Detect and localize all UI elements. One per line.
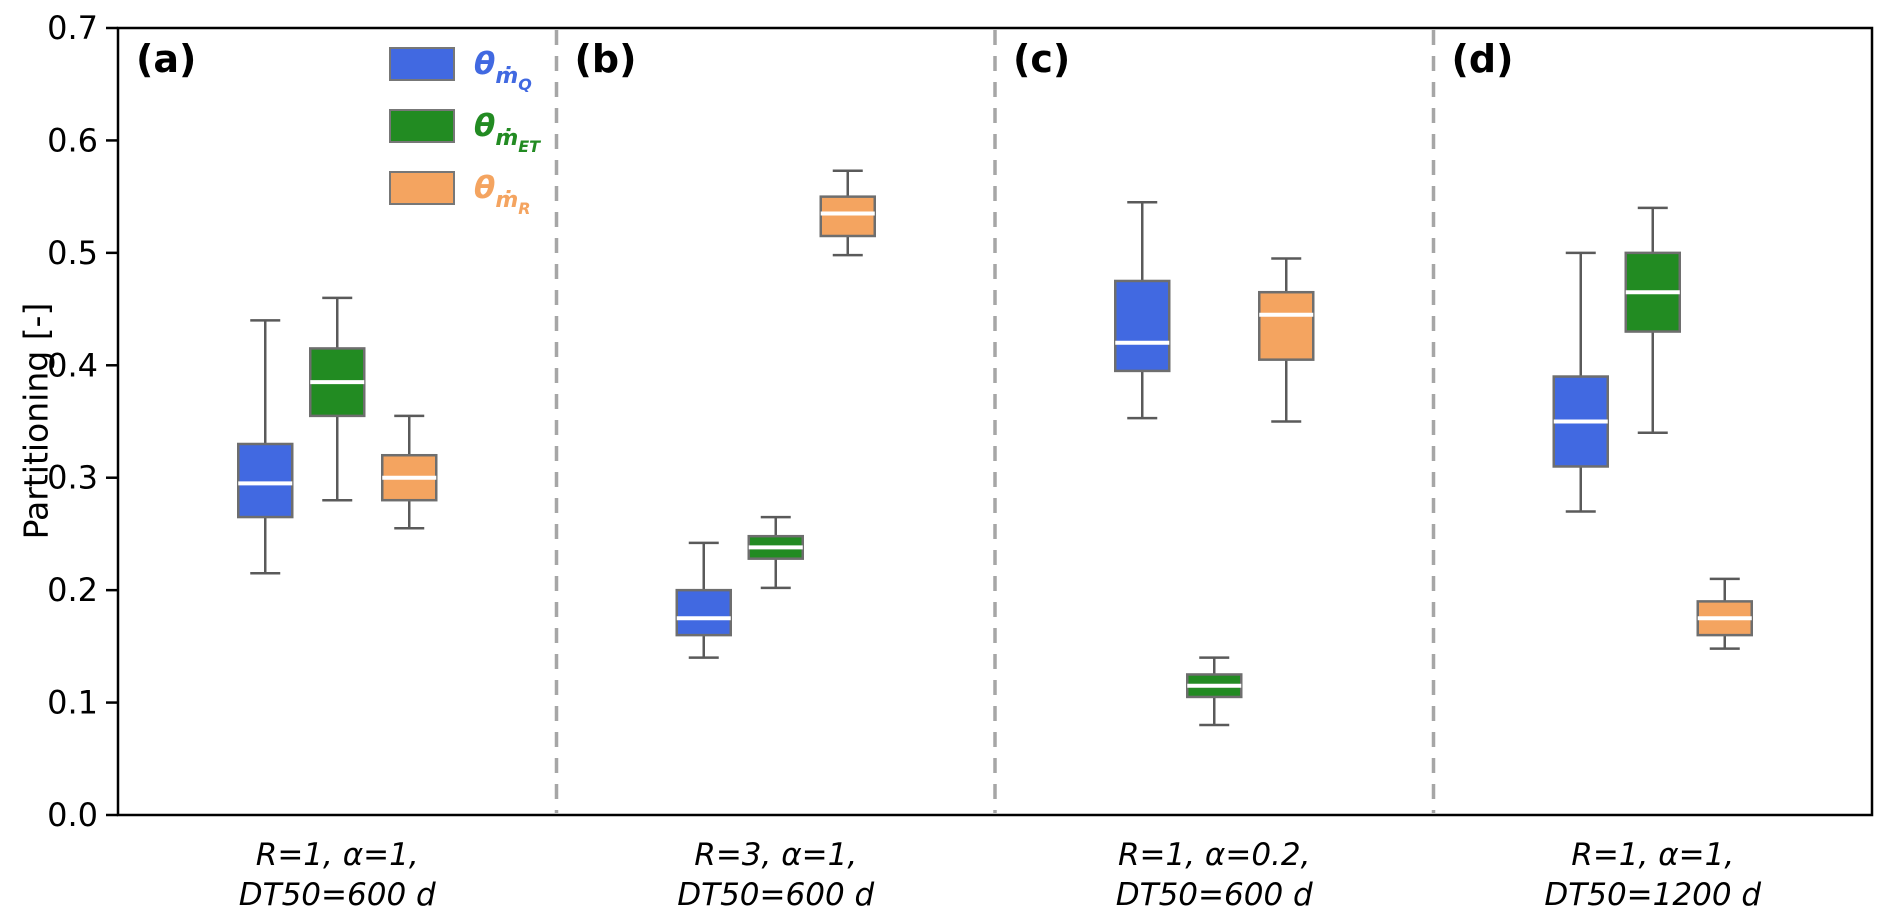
x-tick-label-line1: R=1, α=0.2, (1118, 837, 1311, 873)
panel-label: (c) (1013, 37, 1070, 81)
boxplot-d-1 (1552, 251, 1609, 513)
boxplot-b-3 (819, 169, 876, 257)
y-tick-label: 0.4 (47, 346, 98, 384)
box (1258, 290, 1315, 361)
boxplot-c-2 (1186, 656, 1243, 727)
legend-label-theta-mdot-R: θṁR (474, 170, 531, 218)
y-tick-label: 0.0 (47, 796, 98, 834)
y-tick-label: 0.1 (47, 684, 98, 722)
legend-swatch-theta-mdot-ET (389, 109, 455, 143)
boxplot-b-1 (675, 541, 732, 659)
box (819, 195, 876, 238)
x-tick-label-line1: R=1, α=1, (1571, 837, 1734, 873)
boxplot-a-2 (309, 296, 366, 502)
x-tick-label-line2: DT50=600 d (677, 877, 874, 913)
boxplot-d-2 (1624, 206, 1681, 434)
axes-frame (116, 26, 1874, 817)
y-tick-label: 0.7 (47, 9, 98, 47)
x-tick-label-line2: DT50=1200 d (1544, 877, 1761, 913)
y-tick-label: 0.6 (47, 121, 98, 159)
y-tick-label: 0.5 (47, 234, 98, 272)
boxplot-d-3 (1696, 577, 1753, 650)
legend-label-theta-mdot-ET: θṁET (474, 108, 541, 156)
box (675, 588, 732, 637)
y-tick-label: 0.3 (47, 459, 98, 497)
boxplot-a-1 (237, 319, 294, 575)
y-tick-label: 0.2 (47, 571, 98, 609)
boxplot-c-3 (1258, 257, 1315, 423)
legend: θṁQ θṁET θṁR (389, 46, 541, 218)
legend-swatch-theta-mdot-R (389, 171, 455, 205)
x-tick-label-line1: R=1, α=1, (256, 837, 419, 873)
legend-label-theta-mdot-Q: θṁQ (474, 46, 532, 94)
panel-label: (d) (1452, 37, 1514, 81)
panel-label: (b) (575, 37, 637, 81)
boxplot-c-1 (1114, 201, 1171, 420)
boxplot-a-3 (381, 414, 438, 530)
x-tick-label-line1: R=3, α=1, (694, 837, 857, 873)
legend-swatch-theta-mdot-Q (389, 47, 455, 81)
boxplot-b-2 (747, 515, 804, 590)
x-tick-label-line2: DT50=600 d (239, 877, 436, 913)
x-tick-label-line2: DT50=600 d (1116, 877, 1313, 913)
box (237, 442, 294, 519)
panel-label: (a) (136, 37, 196, 81)
box (1114, 279, 1171, 373)
